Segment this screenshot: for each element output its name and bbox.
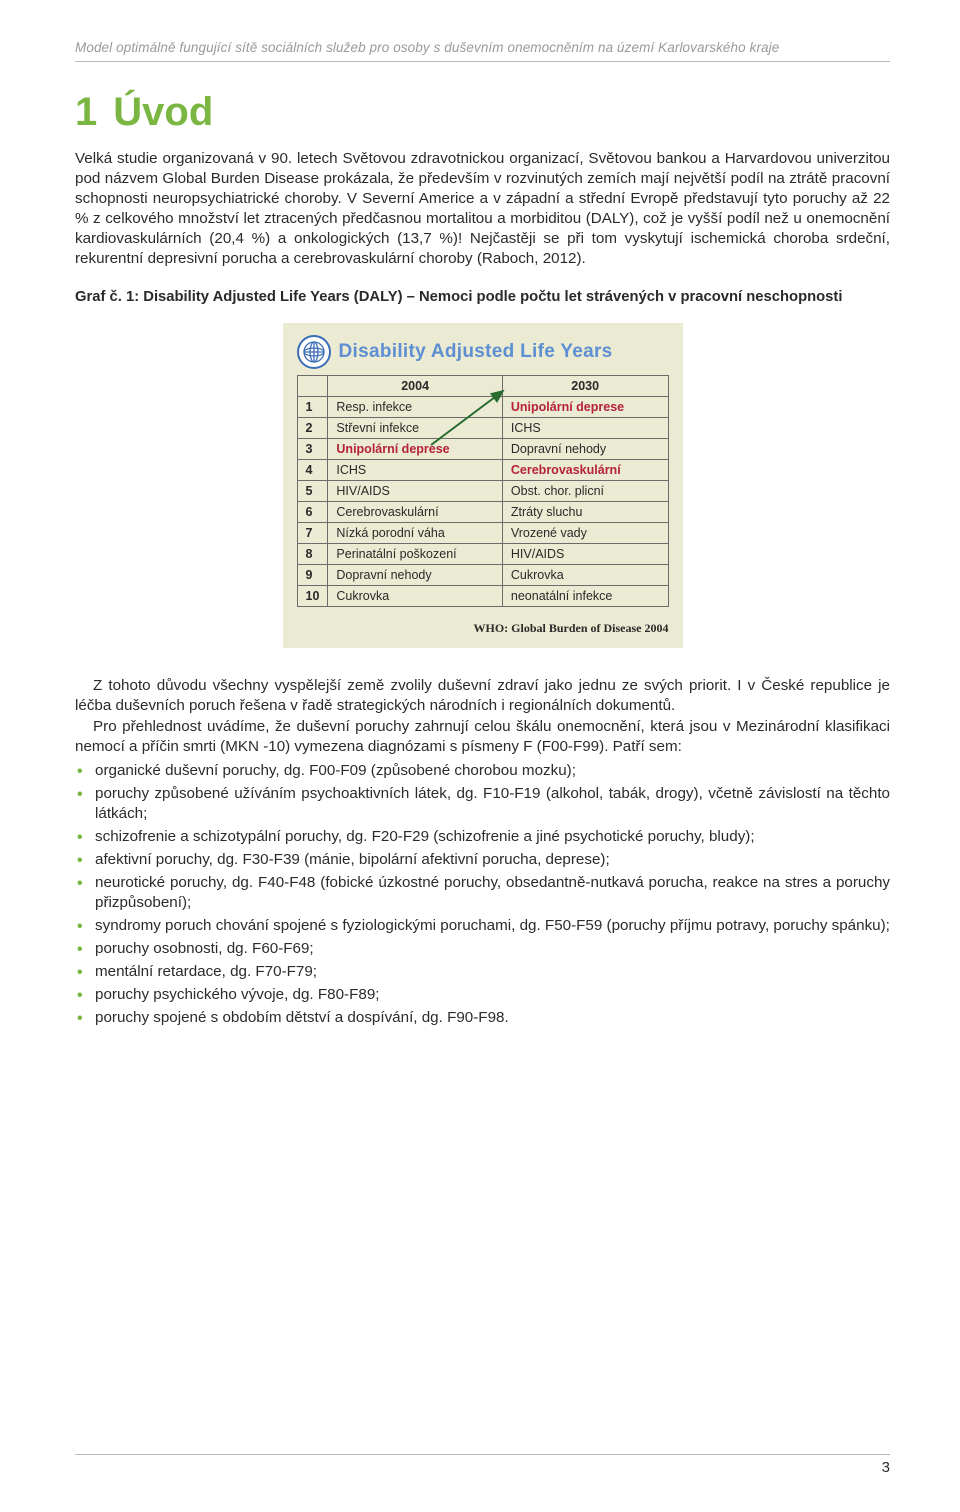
who-logo-icon [297,335,331,369]
table-row: 10Cukrovkaneonatální infekce [297,586,668,607]
rank-cell: 5 [297,481,328,502]
list-item: mentální retardace, dg. F70-F79; [75,962,890,982]
rank-cell: 4 [297,460,328,481]
diagnosis-list: organické duševní poruchy, dg. F00-F09 (… [75,761,890,1029]
table-row: 7Nízká porodní váhaVrozené vady [297,523,668,544]
table-header-row: 2004 2030 [297,376,668,397]
cell-2030: Vrozené vady [502,523,668,544]
cell-2030: Cerebrovaskulární [502,460,668,481]
col-rank [297,376,328,397]
list-item: poruchy způsobené užíváním psychoaktivní… [75,784,890,824]
table-row: 8Perinatální poškozeníHIV/AIDS [297,544,668,565]
daly-table: 2004 2030 1Resp. infekceUnipolární depre… [297,375,669,607]
rank-cell: 10 [297,586,328,607]
table-row: 4ICHSCerebrovaskulární [297,460,668,481]
list-item: poruchy spojené s obdobím dětství a dosp… [75,1008,890,1028]
cell-2030: Dopravní nehody [502,439,668,460]
figure-title-row: Disability Adjusted Life Years [297,335,669,369]
table-row: 6CerebrovaskulárníZtráty sluchu [297,502,668,523]
cell-2004: Dopravní nehody [328,565,502,586]
figure-source: WHO: Global Burden of Disease 2004 [297,621,669,636]
rank-cell: 8 [297,544,328,565]
rank-cell: 2 [297,418,328,439]
chapter-title: Úvod [113,90,213,134]
chapter-number: 1 [75,90,97,134]
section-heading: 1 Úvod [75,90,890,135]
table-row: 2Střevní infekceICHS [297,418,668,439]
page-footer: 3 [75,1454,890,1476]
list-item: neurotické poruchy, dg. F40-F48 (fobické… [75,873,890,913]
table-row: 3Unipolární depreseDopravní nehody [297,439,668,460]
rank-cell: 7 [297,523,328,544]
cell-2030: Unipolární deprese [502,397,668,418]
body-paragraph-2a: Z tohoto důvodu všechny vyspělejší země … [75,676,890,716]
cell-2030: Ztráty sluchu [502,502,668,523]
cell-2004: ICHS [328,460,502,481]
cell-2004: Cukrovka [328,586,502,607]
rank-cell: 9 [297,565,328,586]
figure-title: Disability Adjusted Life Years [339,341,613,363]
cell-2030: HIV/AIDS [502,544,668,565]
cell-2030: ICHS [502,418,668,439]
figure-caption: Graf č. 1: Disability Adjusted Life Year… [75,289,890,305]
page-number: 3 [882,1459,890,1476]
cell-2030: neonatální infekce [502,586,668,607]
cell-2030: Obst. chor. plicní [502,481,668,502]
rank-cell: 6 [297,502,328,523]
table-row: 1Resp. infekceUnipolární deprese [297,397,668,418]
list-item: schizofrenie a schizotypální poruchy, dg… [75,827,890,847]
daly-figure: Disability Adjusted Life Years 2004 2030… [283,323,683,648]
list-item: poruchy osobnosti, dg. F60-F69; [75,939,890,959]
figure-container: Disability Adjusted Life Years 2004 2030… [75,323,890,648]
running-head: Model optimálně fungující sítě sociálníc… [75,40,890,62]
list-item: organické duševní poruchy, dg. F00-F09 (… [75,761,890,781]
rank-cell: 1 [297,397,328,418]
table-row: 5HIV/AIDSObst. chor. plicní [297,481,668,502]
list-item: poruchy psychického vývoje, dg. F80-F89; [75,985,890,1005]
list-item: syndromy poruch chování spojené s fyziol… [75,916,890,936]
cell-2004: Unipolární deprese [328,439,502,460]
body-paragraph-2b: Pro přehlednost uvádíme, že duševní poru… [75,717,890,757]
cell-2004: Nízká porodní váha [328,523,502,544]
col-2030: 2030 [502,376,668,397]
list-item: afektivní poruchy, dg. F30-F39 (mánie, b… [75,850,890,870]
rank-cell: 3 [297,439,328,460]
cell-2004: HIV/AIDS [328,481,502,502]
cell-2004: Perinatální poškození [328,544,502,565]
table-row: 9Dopravní nehodyCukrovka [297,565,668,586]
col-2004: 2004 [328,376,502,397]
cell-2030: Cukrovka [502,565,668,586]
cell-2004: Resp. infekce [328,397,502,418]
cell-2004: Cerebrovaskulární [328,502,502,523]
cell-2004: Střevní infekce [328,418,502,439]
intro-paragraph: Velká studie organizovaná v 90. letech S… [75,149,890,269]
